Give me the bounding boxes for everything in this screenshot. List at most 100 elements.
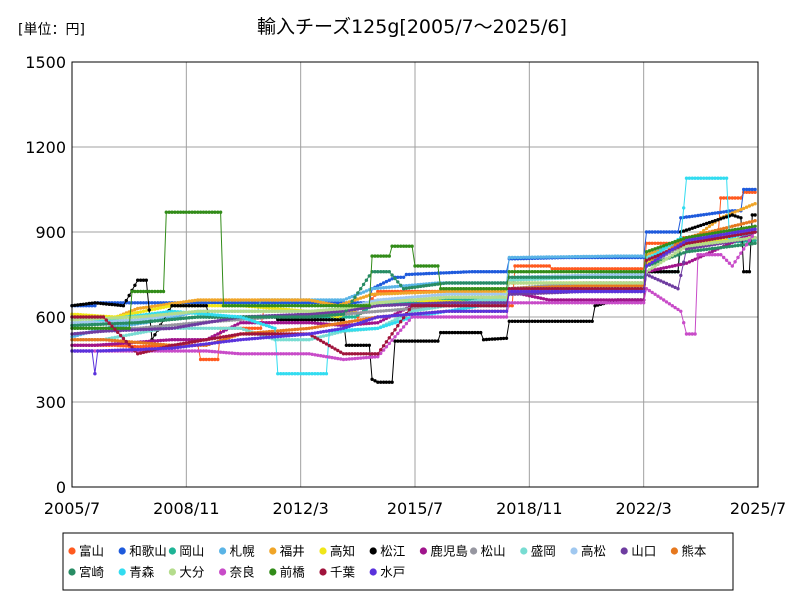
data-point [521, 289, 526, 294]
data-point [744, 187, 749, 192]
data-point [530, 281, 534, 285]
data-point [359, 291, 363, 295]
data-point [704, 253, 709, 257]
data-point [521, 281, 526, 285]
data-point [624, 298, 629, 302]
data-point [576, 289, 580, 294]
data-point [479, 309, 483, 313]
data-point [724, 176, 729, 180]
data-point [281, 298, 286, 302]
data-point [173, 338, 177, 342]
data-point [653, 264, 657, 268]
data-point [136, 289, 140, 294]
data-point [536, 319, 540, 323]
data-point [479, 287, 483, 291]
data-point [207, 337, 211, 341]
data-point [121, 304, 126, 308]
data-point [344, 304, 349, 308]
data-point [516, 275, 520, 279]
data-point [216, 298, 220, 302]
data-point [207, 341, 211, 346]
data-point [459, 330, 463, 335]
data-point [198, 298, 203, 302]
data-point [596, 281, 600, 285]
data-point [656, 251, 660, 255]
data-point [98, 338, 103, 342]
data-point [381, 289, 386, 294]
data-point [359, 296, 363, 300]
data-point [544, 275, 549, 279]
legend-label: 宮崎 [79, 565, 105, 580]
data-point [136, 331, 140, 335]
data-point [739, 251, 743, 255]
data-point [198, 309, 203, 313]
data-point [376, 286, 380, 290]
data-point [364, 343, 369, 347]
data-point [307, 352, 311, 356]
data-point [316, 318, 320, 322]
data-point [530, 264, 534, 268]
data-point [544, 281, 549, 285]
data-point [613, 254, 617, 258]
data-point [464, 270, 469, 274]
data-point [247, 332, 251, 336]
data-point [481, 304, 486, 308]
data-point [401, 325, 406, 329]
x-axis-ticks: 2005/7 2008/11 2012/3 2015/7 2018/11 2022/3 20… [44, 499, 786, 518]
data-point [584, 301, 589, 305]
data-point [364, 327, 369, 331]
data-point [307, 318, 311, 322]
data-point [218, 350, 223, 354]
data-point [573, 284, 577, 288]
data-point [218, 313, 223, 317]
data-point [344, 325, 349, 330]
data-point [387, 254, 391, 258]
data-point [173, 326, 177, 330]
data-point [459, 270, 463, 274]
data-point [607, 267, 612, 271]
data-point [619, 284, 623, 288]
data-point [650, 290, 654, 295]
data-point [601, 273, 606, 277]
data-point [193, 322, 197, 327]
data-point [450, 330, 454, 335]
data-point [673, 263, 677, 268]
data-point [198, 349, 203, 353]
data-point [487, 270, 491, 274]
data-point [104, 322, 109, 326]
data-point [450, 301, 454, 305]
data-point [627, 267, 632, 271]
data-point [481, 338, 486, 342]
data-point [276, 352, 280, 356]
data-point [138, 317, 143, 322]
data-point [739, 222, 743, 226]
y-tick-label: 900 [35, 223, 66, 242]
data-point [370, 299, 374, 304]
data-point [387, 341, 391, 346]
data-point [370, 327, 374, 331]
data-point [439, 271, 443, 275]
data-point [330, 304, 334, 308]
data-point [447, 281, 451, 285]
data-point [616, 301, 620, 305]
data-point [390, 277, 394, 281]
data-point [238, 309, 243, 313]
data-point [430, 293, 434, 298]
data-point [399, 320, 403, 324]
data-point [353, 356, 357, 361]
data-point [316, 337, 320, 341]
data-point [218, 335, 223, 339]
data-point [270, 301, 274, 305]
data-point [421, 290, 426, 295]
data-point [459, 301, 463, 305]
data-point [101, 349, 106, 353]
data-point [533, 264, 537, 268]
data-point [121, 321, 126, 325]
data-point [587, 281, 592, 285]
data-point [699, 248, 703, 252]
data-point [727, 196, 732, 200]
data-point [553, 301, 557, 305]
data-point [550, 281, 554, 285]
data-point [279, 321, 283, 325]
data-point [396, 303, 400, 307]
